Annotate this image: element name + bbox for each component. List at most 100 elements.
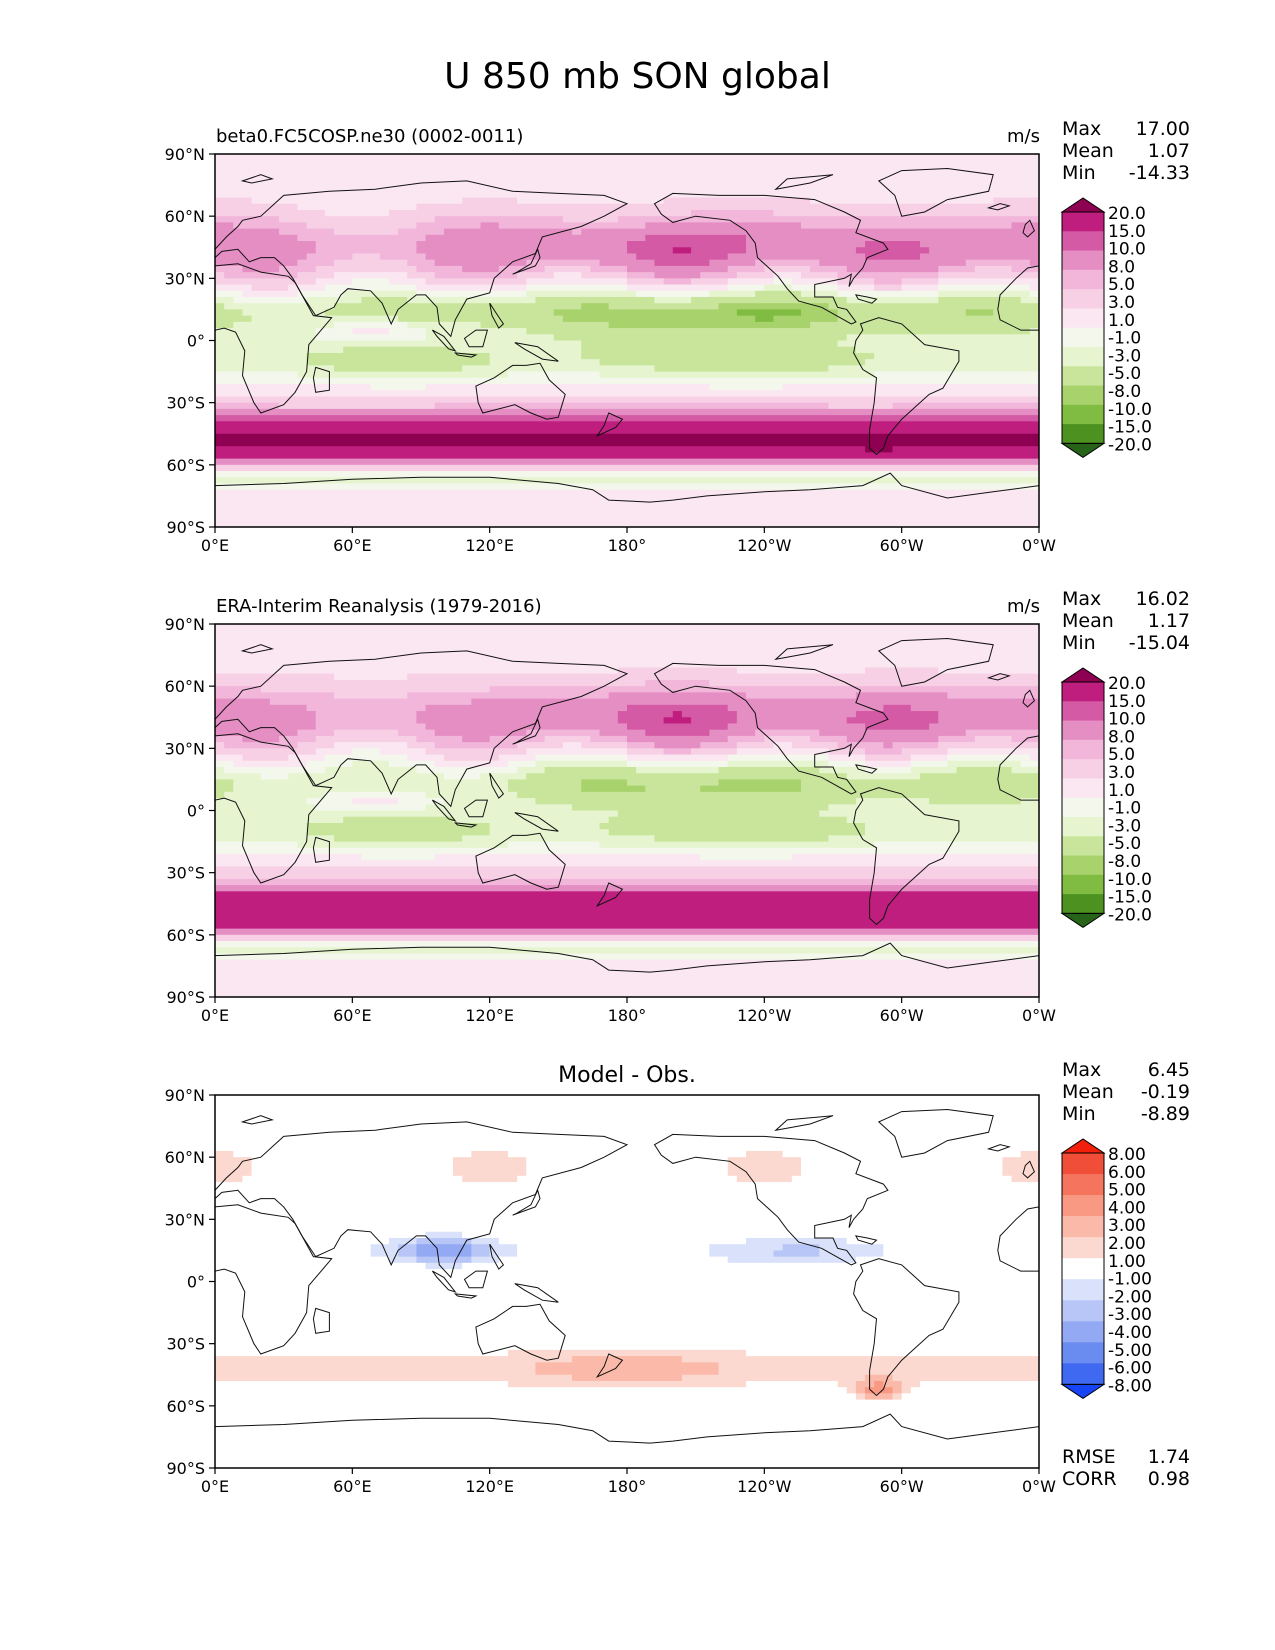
coastline xyxy=(240,644,275,654)
field-cell xyxy=(215,978,1039,986)
field-cell xyxy=(654,272,701,279)
field-cell xyxy=(517,1250,710,1258)
field-cell xyxy=(517,1175,738,1183)
coastline xyxy=(312,366,330,393)
map-field-diff xyxy=(215,1095,1039,1468)
field-cell xyxy=(645,679,710,687)
field-cell xyxy=(1011,766,1039,774)
map-field-model xyxy=(215,154,1039,527)
field-cell xyxy=(938,278,1039,286)
field-cell xyxy=(691,748,738,756)
field-cell xyxy=(874,841,1039,849)
coastline xyxy=(489,1243,505,1270)
field-cell xyxy=(370,384,427,391)
coastline xyxy=(653,662,889,795)
field-cell xyxy=(727,723,866,731)
x-tick-label: 120°E xyxy=(465,1477,514,1496)
field-cell xyxy=(617,810,820,818)
x-tick-label: 0°W xyxy=(1022,1006,1056,1025)
field-cell xyxy=(1029,754,1039,762)
field-cell xyxy=(654,259,710,267)
field-cell xyxy=(691,278,729,286)
field-cell xyxy=(599,822,866,830)
coastlines-diff xyxy=(215,1108,1039,1468)
field-cell xyxy=(855,346,1039,354)
field-cell xyxy=(727,278,775,286)
field-cell xyxy=(581,303,610,311)
field-cell xyxy=(517,742,564,749)
field-cell xyxy=(297,272,335,279)
field-cell xyxy=(215,253,308,261)
field-cell xyxy=(865,822,1039,830)
field-cell xyxy=(938,265,976,273)
field-cell xyxy=(773,1250,820,1258)
colorbar-extend-bottom xyxy=(1060,912,1106,929)
field-cell xyxy=(938,272,1039,279)
y-tick-label: 0° xyxy=(187,332,205,351)
x-tick-label: 180° xyxy=(608,1006,647,1025)
field-cell xyxy=(837,742,884,749)
field-cell xyxy=(535,1362,720,1370)
field-cell xyxy=(425,328,527,335)
field-cell xyxy=(581,272,628,279)
field-cell xyxy=(507,1380,747,1388)
field-cell xyxy=(215,829,308,836)
field-cell xyxy=(828,754,866,762)
field-cell xyxy=(215,1300,1039,1307)
field-cell xyxy=(215,1325,1039,1332)
field-cell xyxy=(1002,1169,1039,1177)
field-cell xyxy=(517,1244,710,1252)
colorbar-label: -20.0 xyxy=(1108,905,1152,925)
field-cell xyxy=(627,779,720,787)
field-cell xyxy=(929,723,1039,731)
field-cell xyxy=(883,1380,903,1388)
panel-stats: Max 16.02 Mean 1.17 Min -15.04 xyxy=(1062,588,1190,654)
field-cell xyxy=(672,247,692,255)
field-cell xyxy=(709,259,756,267)
field-cell xyxy=(535,760,628,768)
colorbar-obs: 20.015.010.08.05.03.01.0-1.0-3.0-5.0-8.0… xyxy=(1060,667,1152,929)
field-cell xyxy=(892,402,1039,410)
field-cell xyxy=(846,1237,1039,1245)
field-cell xyxy=(251,1169,454,1177)
field-cell xyxy=(260,773,289,781)
field-cell xyxy=(407,259,436,267)
field-cell xyxy=(215,1418,1039,1426)
field-cell xyxy=(215,897,1039,905)
field-cell xyxy=(865,241,921,248)
field-cell xyxy=(215,947,1039,955)
field-cell xyxy=(215,334,317,342)
field-cell xyxy=(215,365,335,373)
y-tick-label: 60°S xyxy=(166,926,205,945)
field-cell xyxy=(352,278,390,286)
field-cell xyxy=(608,829,866,836)
field-cell xyxy=(215,340,582,348)
field-cell xyxy=(233,296,308,304)
field-cell xyxy=(562,315,756,323)
colorbar-segment xyxy=(1062,1363,1104,1385)
field-cell xyxy=(215,446,866,453)
colorbar-label: -3.0 xyxy=(1108,346,1141,366)
stat-mean-label: Mean xyxy=(1062,1081,1114,1103)
field-cell xyxy=(535,1368,720,1376)
field-cell xyxy=(627,760,729,768)
colorbar-segment xyxy=(1062,816,1104,837)
field-cell xyxy=(215,723,317,731)
field-cell xyxy=(800,309,839,317)
field-cell xyxy=(407,673,1039,681)
field-cell xyxy=(691,717,738,725)
field-cell xyxy=(1029,328,1039,335)
field-cell xyxy=(215,384,372,391)
field-cell xyxy=(215,396,1039,404)
field-cell xyxy=(672,711,683,718)
colorbar-label: -5.00 xyxy=(1108,1341,1152,1361)
field-cell xyxy=(343,816,454,824)
field-cell xyxy=(324,766,418,774)
field-cell xyxy=(883,1244,1039,1252)
field-cell xyxy=(416,247,628,255)
field-cell xyxy=(901,1380,921,1388)
field-cell xyxy=(306,352,491,360)
field-cell xyxy=(215,1256,390,1264)
field-cell xyxy=(727,760,830,768)
